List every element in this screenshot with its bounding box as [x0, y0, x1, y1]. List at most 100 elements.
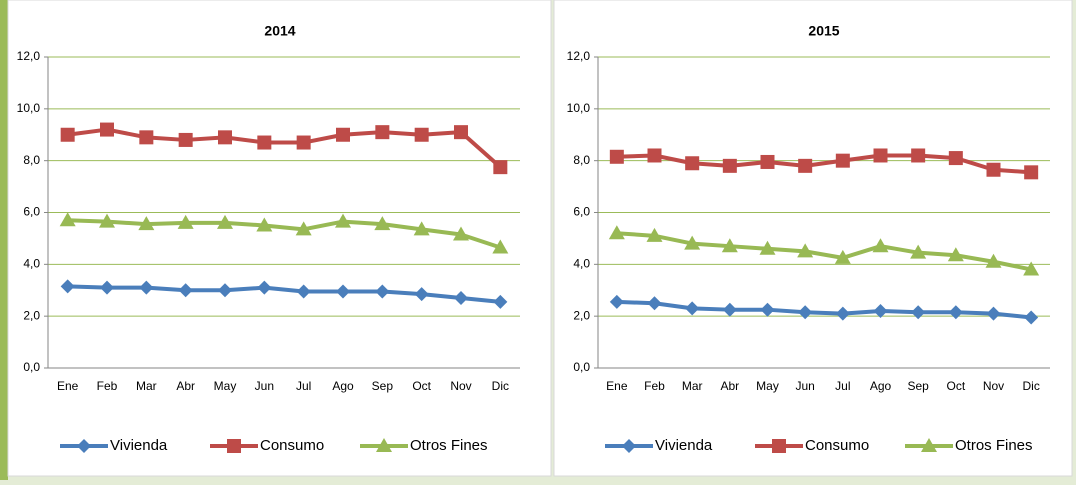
marker: [646, 227, 663, 242]
marker: [759, 240, 776, 255]
x-tick-label: Dic: [492, 379, 509, 393]
marker: [798, 158, 813, 173]
x-tick-label: Ene: [606, 379, 628, 393]
marker: [797, 243, 814, 258]
marker: [414, 287, 429, 302]
marker: [911, 305, 926, 320]
legend-label: Consumo: [260, 437, 324, 454]
marker: [684, 235, 701, 250]
y-tick-label: 4,0: [573, 257, 590, 271]
y-tick-label: 0,0: [573, 360, 590, 374]
marker: [414, 127, 429, 142]
chart-title: 2014: [264, 23, 295, 39]
marker: [139, 280, 154, 295]
x-tick-label: Jun: [795, 379, 814, 393]
y-tick-label: 12,0: [17, 49, 41, 63]
marker: [622, 439, 636, 453]
marker: [100, 122, 114, 137]
marker: [453, 226, 469, 241]
marker: [139, 130, 154, 145]
x-tick-label: Sep: [907, 379, 929, 393]
marker: [772, 439, 786, 453]
marker: [375, 284, 390, 299]
x-tick-label: Ago: [870, 379, 892, 393]
marker: [760, 302, 775, 317]
marker: [336, 284, 350, 299]
marker: [760, 154, 775, 169]
marker: [948, 151, 963, 166]
x-tick-label: Feb: [644, 379, 665, 393]
x-tick-label: Sep: [372, 379, 394, 393]
marker: [873, 303, 888, 318]
marker: [921, 438, 937, 452]
x-tick-label: Oct: [946, 379, 965, 393]
marker: [986, 162, 1001, 177]
y-tick-label: 4,0: [23, 257, 40, 271]
series-line: [67, 218, 501, 250]
marker: [376, 438, 392, 452]
y-tick-label: 10,0: [17, 101, 41, 115]
x-tick-label: Nov: [983, 379, 1004, 393]
marker: [296, 284, 311, 299]
marker: [257, 135, 272, 150]
marker: [257, 280, 272, 295]
marker: [1024, 165, 1039, 180]
marker: [985, 253, 1002, 268]
marker: [1024, 310, 1039, 325]
marker: [492, 239, 509, 254]
marker: [100, 280, 114, 295]
marker: [296, 135, 311, 150]
marker: [454, 125, 468, 140]
x-tick-label: Mar: [136, 379, 157, 393]
marker: [910, 244, 927, 259]
marker: [609, 149, 624, 164]
marker: [218, 130, 232, 145]
y-tick-label: 2,0: [23, 308, 40, 322]
legend-label: Consumo: [805, 437, 869, 454]
marker: [138, 216, 155, 231]
marker: [986, 306, 1001, 321]
x-tick-label: Nov: [450, 379, 471, 393]
marker: [493, 160, 508, 175]
x-tick-label: Jun: [255, 379, 274, 393]
marker: [721, 238, 738, 253]
marker: [647, 296, 662, 311]
marker: [454, 291, 468, 306]
marker: [798, 305, 813, 320]
legend-label: Otros Fines: [955, 437, 1033, 454]
chart-title: 2015: [808, 23, 839, 39]
side-strip: [0, 0, 8, 480]
marker: [413, 221, 430, 236]
x-tick-label: Abr: [176, 379, 195, 393]
legend-label: Vivienda: [655, 437, 713, 454]
x-tick-label: Feb: [97, 379, 118, 393]
marker: [685, 301, 700, 316]
marker: [872, 238, 889, 253]
marker: [647, 148, 662, 163]
marker: [227, 439, 241, 453]
marker: [722, 158, 737, 173]
marker: [609, 294, 624, 309]
x-tick-label: Ene: [57, 379, 79, 393]
marker: [374, 216, 391, 231]
marker: [77, 439, 91, 453]
marker: [375, 125, 390, 140]
y-tick-label: 6,0: [23, 205, 40, 219]
legend-label: Otros Fines: [410, 437, 488, 454]
marker: [685, 156, 700, 171]
x-tick-label: May: [214, 379, 237, 393]
marker: [99, 213, 115, 228]
marker: [608, 225, 625, 240]
y-tick-label: 8,0: [573, 153, 590, 167]
legend-label: Vivienda: [110, 437, 168, 454]
marker: [834, 249, 851, 264]
y-tick-label: 12,0: [567, 49, 591, 63]
x-tick-label: Mar: [682, 379, 703, 393]
marker: [948, 305, 963, 320]
x-tick-label: Jul: [296, 379, 311, 393]
marker: [218, 283, 232, 298]
marker: [178, 132, 193, 147]
y-tick-label: 10,0: [567, 101, 591, 115]
